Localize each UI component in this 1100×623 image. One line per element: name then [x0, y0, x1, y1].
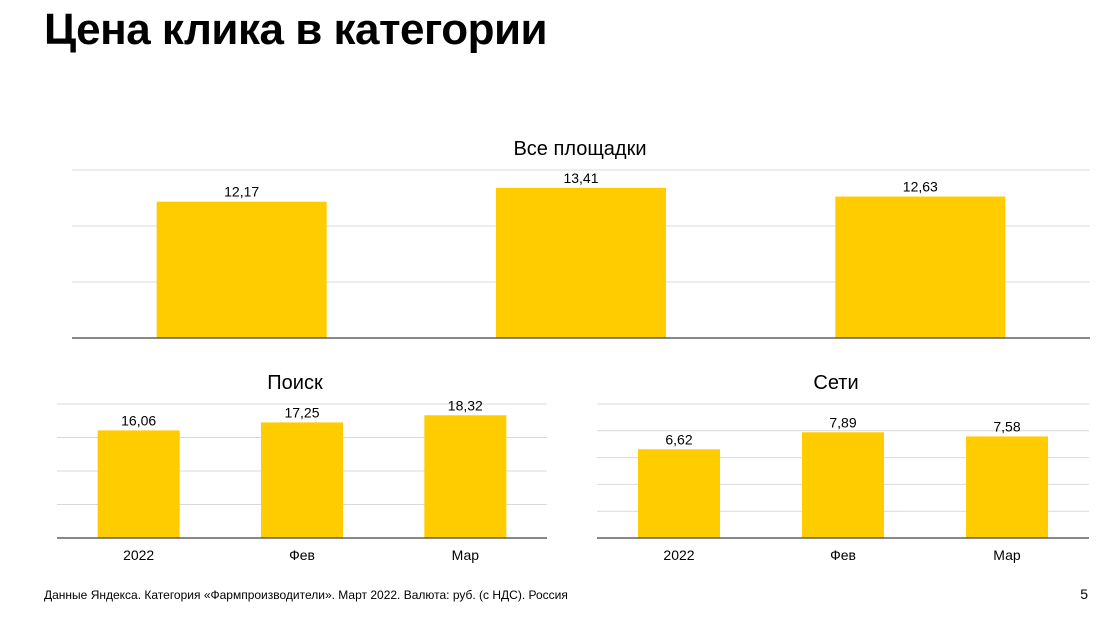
chart-title-search: Поиск [267, 372, 323, 394]
page-title: Цена клика в категории [44, 5, 548, 54]
data-label: 13,41 [563, 170, 598, 186]
page-number: 5 [1080, 586, 1088, 602]
x-tick-label: 2022 [123, 547, 154, 563]
bar [97, 430, 180, 538]
footer-source-note: Данные Яндекса. Категория «Фармпроизводи… [44, 588, 568, 602]
data-label: 16,06 [121, 412, 156, 428]
data-label: 7,58 [993, 418, 1020, 434]
bar [802, 432, 884, 538]
data-label: 12,17 [224, 184, 259, 200]
chart-all-platforms: 12,17 13,41 12,63 [72, 169, 1090, 339]
chart-title-networks: Сети [813, 372, 859, 394]
x-tick-label: Мар [993, 547, 1021, 563]
bar [261, 422, 343, 538]
data-label: 6,62 [665, 431, 692, 447]
chart-search: 16,06 2022 17,25 Фев 18,32 Мар [57, 397, 547, 563]
data-label: 12,63 [903, 179, 938, 195]
chart-networks: 6,62 2022 7,89 Фев 7,58 Мар [597, 403, 1089, 563]
x-tick-label: 2022 [663, 547, 694, 563]
bar [424, 415, 507, 538]
x-tick-label: Фев [289, 547, 315, 563]
data-label: 17,25 [284, 404, 319, 420]
bar [496, 187, 666, 338]
x-tick-label: Мар [452, 547, 480, 563]
chart-title-all: Все площадки [513, 138, 647, 160]
bar [835, 196, 1006, 338]
bar [966, 436, 1048, 538]
data-label: 7,89 [829, 414, 856, 430]
x-tick-label: Фев [830, 547, 856, 563]
bar [638, 449, 720, 538]
data-label: 18,32 [448, 397, 483, 413]
bar [156, 201, 327, 338]
